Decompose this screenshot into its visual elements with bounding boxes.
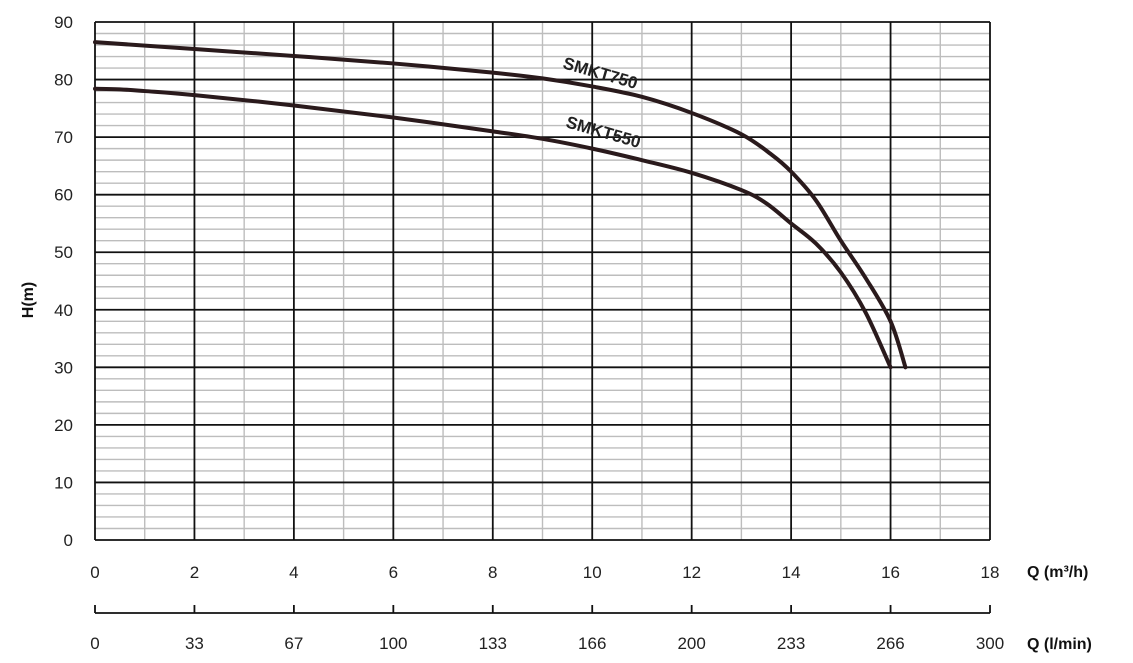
x-tick-label: 18 — [981, 563, 1000, 582]
x2-tick-label: 300 — [976, 634, 1004, 653]
x-tick-label: 0 — [90, 563, 99, 582]
y-axis-title: H(m) — [20, 282, 37, 318]
x-tick-label: 6 — [389, 563, 398, 582]
y-tick-label: 30 — [54, 358, 73, 377]
y-tick-label: 70 — [54, 128, 73, 147]
series-layer — [93, 40, 908, 370]
major-grid — [94, 21, 991, 541]
x-tick-label: 2 — [190, 563, 199, 582]
x-tick-label: 16 — [881, 563, 900, 582]
x-axis-ticks-m3h: 0 2 4 6 8 10 12 14 16 18 — [90, 563, 999, 582]
series-line-smkt550 — [93, 86, 893, 370]
y-tick-label: 60 — [54, 186, 73, 205]
x-axis-title-lmin: Q (l/min) — [1027, 636, 1092, 653]
x2-tick-label: 166 — [578, 634, 606, 653]
x-tick-label: 4 — [289, 563, 298, 582]
y-tick-label: 50 — [54, 243, 73, 262]
x-axis-lmin: 0 33 67 100 133 166 200 233 266 300 — [90, 605, 1004, 653]
y-tick-label: 90 — [54, 13, 73, 32]
minor-grid — [95, 22, 990, 540]
series-line-smkt750 — [93, 40, 908, 370]
x2-tick-label: 266 — [876, 634, 904, 653]
x-axis-title-m3h: Q (m³/h) — [1027, 564, 1088, 581]
x2-tick-label: 33 — [185, 634, 204, 653]
y-axis-ticks: 0 10 20 30 40 50 60 70 80 90 — [54, 13, 73, 550]
x-tick-label: 10 — [583, 563, 602, 582]
x-tick-label: 14 — [782, 563, 801, 582]
x-tick-label: 8 — [488, 563, 497, 582]
x2-tick-label: 133 — [479, 634, 507, 653]
x2-tick-label: 100 — [379, 634, 407, 653]
y-tick-label: 80 — [54, 71, 73, 90]
x2-tick-label: 200 — [677, 634, 705, 653]
y-tick-label: 20 — [54, 416, 73, 435]
y-tick-label: 0 — [64, 531, 73, 550]
y-tick-label: 10 — [54, 473, 73, 492]
x2-tick-label: 233 — [777, 634, 805, 653]
x2-tick-label: 0 — [90, 634, 99, 653]
x-tick-label: 12 — [682, 563, 701, 582]
x2-tick-label: 67 — [284, 634, 303, 653]
y-tick-label: 40 — [54, 301, 73, 320]
